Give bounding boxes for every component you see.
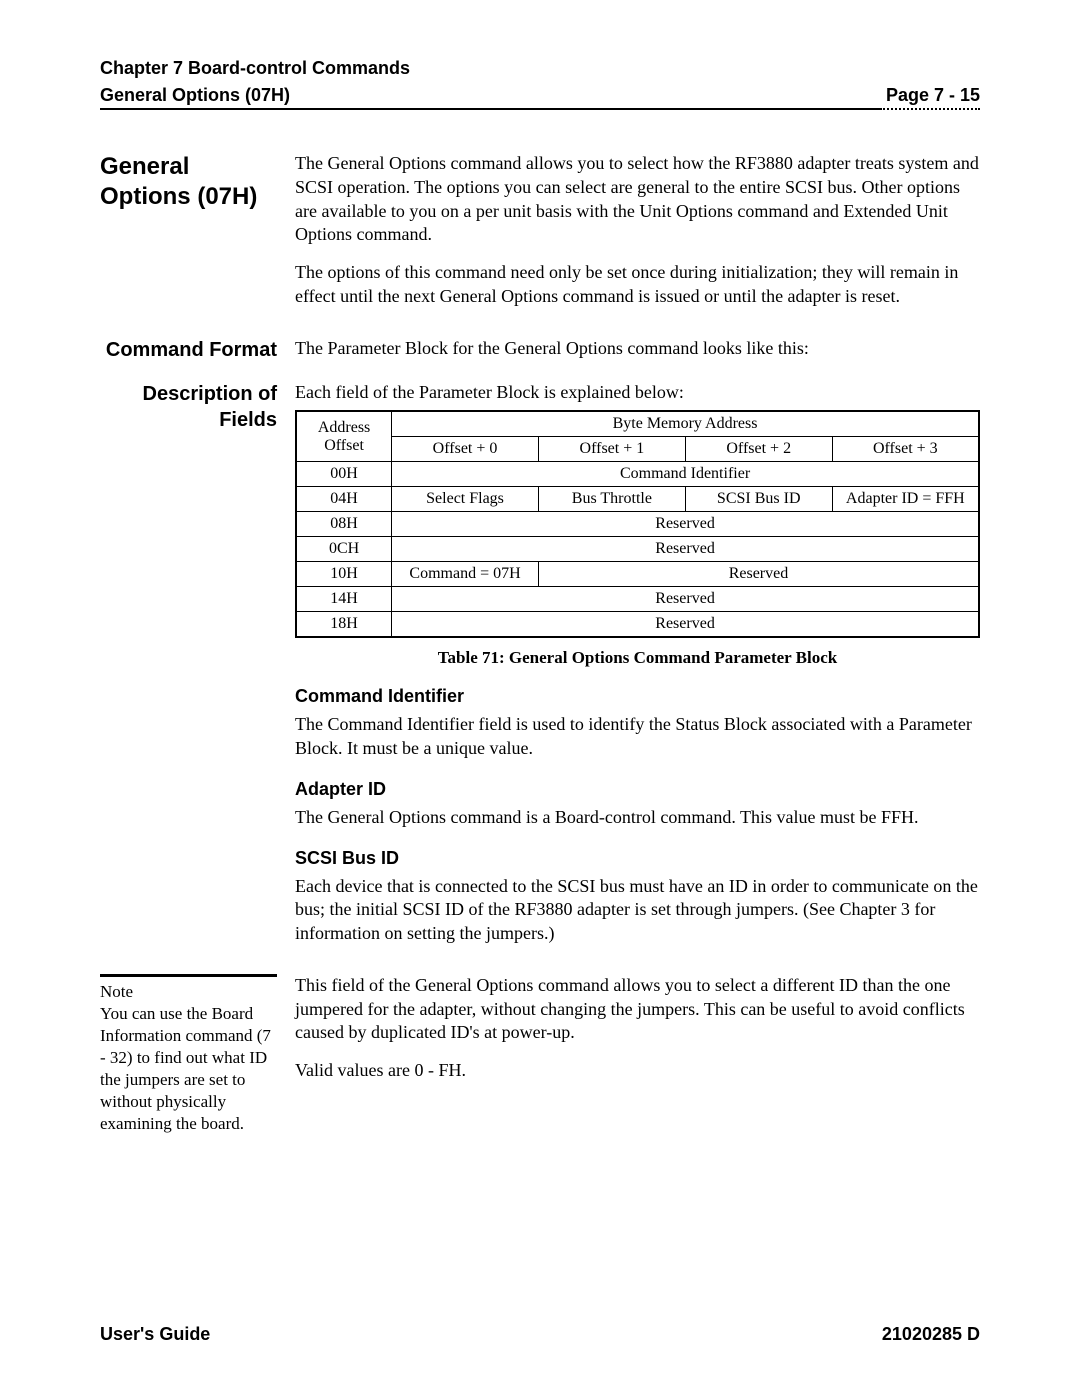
table-row-header1: Address Offset Byte Memory Address (296, 411, 979, 437)
intro-text: The General Options command allows you t… (295, 152, 980, 323)
table-row: 18H Reserved (296, 612, 979, 638)
header-row: General Options (07H) Page 7 - 15 (100, 85, 980, 110)
cell: Bus Throttle (538, 487, 685, 512)
table-row: 14H Reserved (296, 587, 979, 612)
cell-addr: 08H (296, 512, 392, 537)
table-caption: Table 71: General Options Command Parame… (295, 648, 980, 668)
command-format-text: The Parameter Block for the General Opti… (295, 337, 980, 361)
section-command-format: Command Format The Parameter Block for t… (100, 337, 980, 363)
parameter-block-table: Address Offset Byte Memory Address Offse… (295, 410, 980, 638)
cell-span4: Reserved (392, 512, 979, 537)
desc-fields-text: Each field of the Parameter Block is exp… (295, 381, 980, 405)
left-cmdformat: Command Format (100, 337, 295, 363)
left-descfields: Description of Fields (100, 381, 295, 433)
cell-addr: 04H (296, 487, 392, 512)
cell: Adapter ID = FFH (832, 487, 979, 512)
subhead-scsi-bus-id: SCSI Bus ID (295, 848, 980, 869)
th-address-offset: Address Offset (296, 411, 392, 462)
subhead-cmd-identifier: Command Identifier (295, 686, 980, 707)
cell-addr: 18H (296, 612, 392, 638)
cell: Select Flags (392, 487, 539, 512)
scsi-bus-id-p2: This field of the General Options comman… (295, 974, 980, 1045)
footer-right: 21020285 D (882, 1324, 980, 1345)
note-label: Note (100, 981, 277, 1003)
cell-span4: Reserved (392, 537, 979, 562)
cell-addr: 10H (296, 562, 392, 587)
th-byte-memory: Byte Memory Address (392, 411, 979, 437)
table-row: 10H Command = 07H Reserved (296, 562, 979, 587)
page-title: General Options (07H) (100, 152, 285, 212)
table-row: 00H Command Identifier (296, 462, 979, 487)
intro-p2: The options of this command need only be… (295, 261, 980, 309)
note-column: Note You can use the Board Information c… (100, 974, 295, 1136)
scsi-bus-id-p: Each device that is connected to the SCS… (295, 875, 980, 946)
th-offset2: Offset + 2 (685, 437, 832, 462)
cell-span4: Reserved (392, 587, 979, 612)
section-note-row: Note You can use the Board Information c… (100, 974, 980, 1136)
footer-left: User's Guide (100, 1324, 210, 1345)
header-right-wrap: Page 7 - 15 (880, 85, 980, 110)
command-format-title: Command Format (100, 337, 277, 363)
table-row: 0CH Reserved (296, 537, 979, 562)
cell: Command = 07H (392, 562, 539, 587)
adapter-id-p: The General Options command is a Board-c… (295, 806, 980, 830)
table-row-header2: Offset + 0 Offset + 1 Offset + 2 Offset … (296, 437, 979, 462)
cell-span4: Reserved (392, 612, 979, 638)
intro-p1: The General Options command allows you t… (295, 152, 980, 247)
content: General Options (07H) The General Option… (100, 152, 980, 1135)
cmd-identifier-p: The Command Identifier field is used to … (295, 713, 980, 761)
section-desc-fields: Description of Fields Each field of the … (100, 381, 980, 960)
header-chapter: Chapter 7 Board-control Commands (100, 58, 980, 79)
note-text: You can use the Board Information comman… (100, 1003, 277, 1136)
cell-span4: Command Identifier (392, 462, 979, 487)
cell-addr: 0CH (296, 537, 392, 562)
th-offset3: Offset + 3 (832, 437, 979, 462)
footer: User's Guide 21020285 D (100, 1324, 980, 1345)
header-section: General Options (07H) (100, 85, 880, 110)
cell-span3: Reserved (538, 562, 979, 587)
desc-fields-title: Description of Fields (100, 381, 277, 433)
page: Chapter 7 Board-control Commands General… (0, 0, 1080, 1397)
cell-addr: 00H (296, 462, 392, 487)
scsi-continuation: This field of the General Options comman… (295, 974, 980, 1097)
cell-addr: 14H (296, 587, 392, 612)
note-block: Note You can use the Board Information c… (100, 974, 277, 1136)
scsi-bus-id-p3: Valid values are 0 - FH. (295, 1059, 980, 1083)
subhead-adapter-id: Adapter ID (295, 779, 980, 800)
cell: SCSI Bus ID (685, 487, 832, 512)
table-row: 08H Reserved (296, 512, 979, 537)
section-general-options: General Options (07H) The General Option… (100, 152, 980, 323)
cmdformat-text: The Parameter Block for the General Opti… (295, 337, 980, 361)
th-offset0: Offset + 0 (392, 437, 539, 462)
table-row: 04H Select Flags Bus Throttle SCSI Bus I… (296, 487, 979, 512)
th-offset1: Offset + 1 (538, 437, 685, 462)
header-page: Page 7 - 15 (880, 85, 980, 110)
descfields-right: Each field of the Parameter Block is exp… (295, 381, 980, 960)
left-title: General Options (07H) (100, 152, 295, 212)
